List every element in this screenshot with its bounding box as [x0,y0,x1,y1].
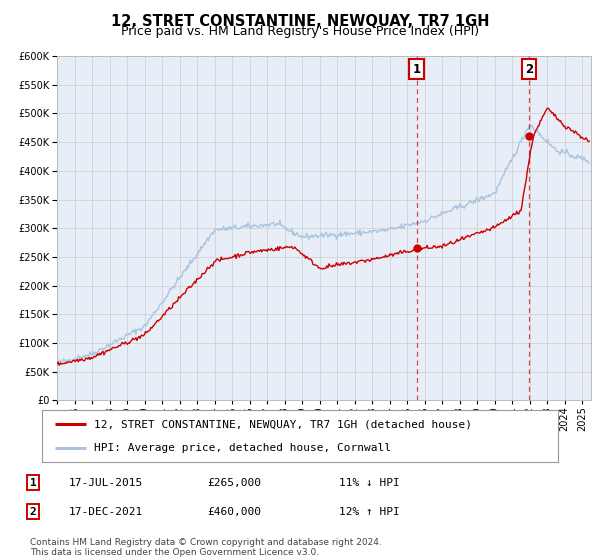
Text: 12, STRET CONSTANTINE, NEWQUAY, TR7 1GH: 12, STRET CONSTANTINE, NEWQUAY, TR7 1GH [111,14,489,29]
Text: Price paid vs. HM Land Registry's House Price Index (HPI): Price paid vs. HM Land Registry's House … [121,25,479,38]
Text: 12% ↑ HPI: 12% ↑ HPI [339,507,400,517]
Text: £460,000: £460,000 [207,507,261,517]
Text: 1: 1 [29,478,37,488]
Text: 2: 2 [29,507,37,517]
Text: Contains HM Land Registry data © Crown copyright and database right 2024.
This d: Contains HM Land Registry data © Crown c… [30,538,382,557]
Text: HPI: Average price, detached house, Cornwall: HPI: Average price, detached house, Corn… [94,443,391,453]
Text: 17-DEC-2021: 17-DEC-2021 [69,507,143,517]
Text: 1: 1 [413,63,421,76]
Text: 2: 2 [525,63,533,76]
Text: 17-JUL-2015: 17-JUL-2015 [69,478,143,488]
Text: 11% ↓ HPI: 11% ↓ HPI [339,478,400,488]
Text: £265,000: £265,000 [207,478,261,488]
Text: 12, STRET CONSTANTINE, NEWQUAY, TR7 1GH (detached house): 12, STRET CONSTANTINE, NEWQUAY, TR7 1GH … [94,419,472,430]
